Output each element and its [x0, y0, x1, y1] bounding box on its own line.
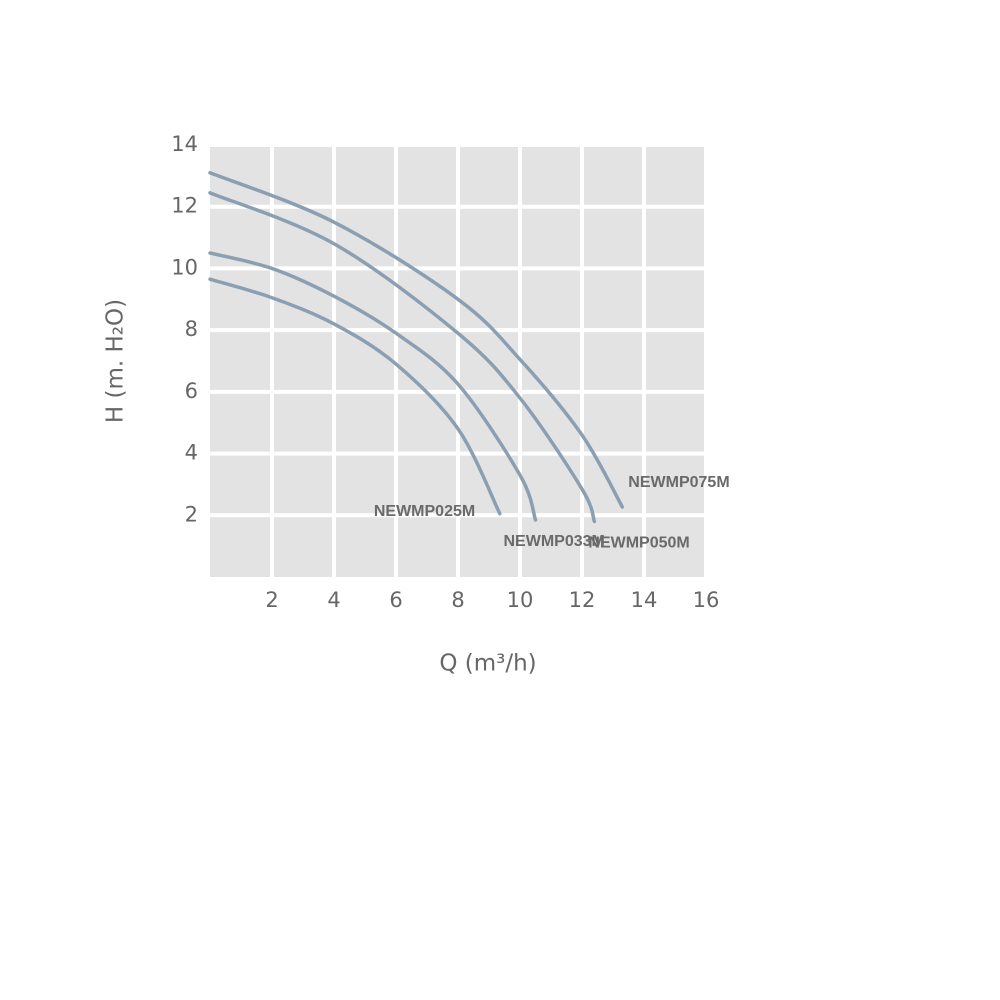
series-label: NEWMP025M — [374, 503, 475, 520]
x-tick-label: 10 — [507, 588, 534, 612]
y-tick-label: 4 — [185, 441, 198, 465]
series-label: NEWMP075M — [628, 474, 729, 491]
y-tick-label: 10 — [171, 255, 198, 279]
y-tick-label: 6 — [185, 379, 198, 403]
series-line — [208, 191, 597, 524]
x-tick-label: 14 — [631, 588, 658, 612]
x-tick-label: 2 — [265, 588, 278, 612]
x-tick-label: 4 — [327, 588, 340, 612]
series-line — [208, 171, 625, 509]
y-axis-title: H (m. H₂O) — [103, 299, 129, 423]
x-axis-title: Q (m³/h) — [439, 651, 536, 677]
y-tick-label: 14 — [171, 132, 198, 156]
series-label: NEWMP033M — [504, 533, 605, 550]
y-tick-label: 8 — [185, 317, 198, 341]
y-tick-label: 12 — [171, 194, 198, 218]
x-tick-label: 8 — [451, 588, 464, 612]
x-tick-label: 6 — [389, 588, 402, 612]
series-line — [208, 277, 502, 516]
series-line — [208, 251, 538, 522]
x-tick-label: 16 — [693, 588, 720, 612]
series-label: NEWMP050M — [588, 535, 689, 552]
x-tick-label: 12 — [569, 588, 596, 612]
y-tick-label: 2 — [185, 502, 198, 526]
